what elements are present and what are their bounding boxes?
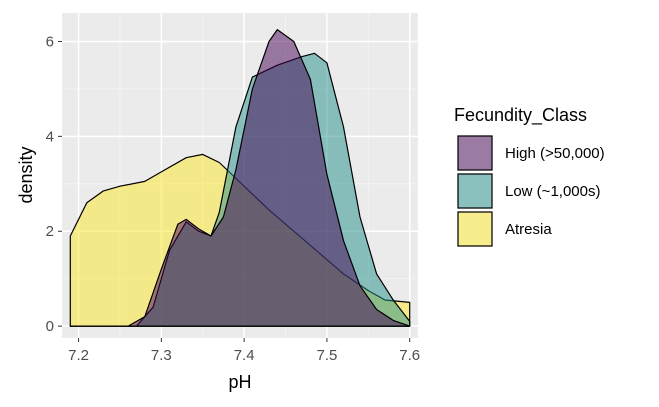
y-tick-label: 4: [46, 128, 54, 145]
density-areas: [69, 29, 411, 327]
x-tick-label: 7.4: [234, 347, 255, 364]
y-tick-label: 6: [46, 33, 54, 50]
legend-title: Fecundity_Class: [454, 105, 587, 126]
y-axis-title: density: [16, 146, 36, 203]
legend-swatch-high-50-000: [457, 135, 493, 171]
y-tick-label: 0: [46, 318, 54, 335]
x-tick-label: 7.6: [399, 347, 420, 364]
x-tick-label: 7.3: [151, 347, 172, 364]
x-axis: 7.2 7.3 7.4 7.5 7.6: [68, 338, 420, 364]
x-tick-label: 7.5: [317, 347, 338, 364]
x-tick-label: 7.2: [68, 347, 89, 364]
legend-swatch-low-1-000s: [457, 173, 493, 209]
legend-label-low-1-000s: Low (~1,000s): [505, 183, 600, 200]
density-area-high-50-000: [69, 29, 411, 327]
legend-label-atresia: Atresia: [505, 221, 552, 238]
legend-swatch-atresia: [457, 211, 493, 247]
y-tick-label: 2: [46, 223, 54, 240]
legend-label-high-50-000: High (>50,000): [505, 145, 605, 162]
legend: Fecundity_Class High (>50,000) Low (~1,00…: [454, 105, 605, 247]
x-axis-title: pH: [228, 372, 251, 392]
y-axis: 0 2 4 6: [46, 33, 62, 335]
